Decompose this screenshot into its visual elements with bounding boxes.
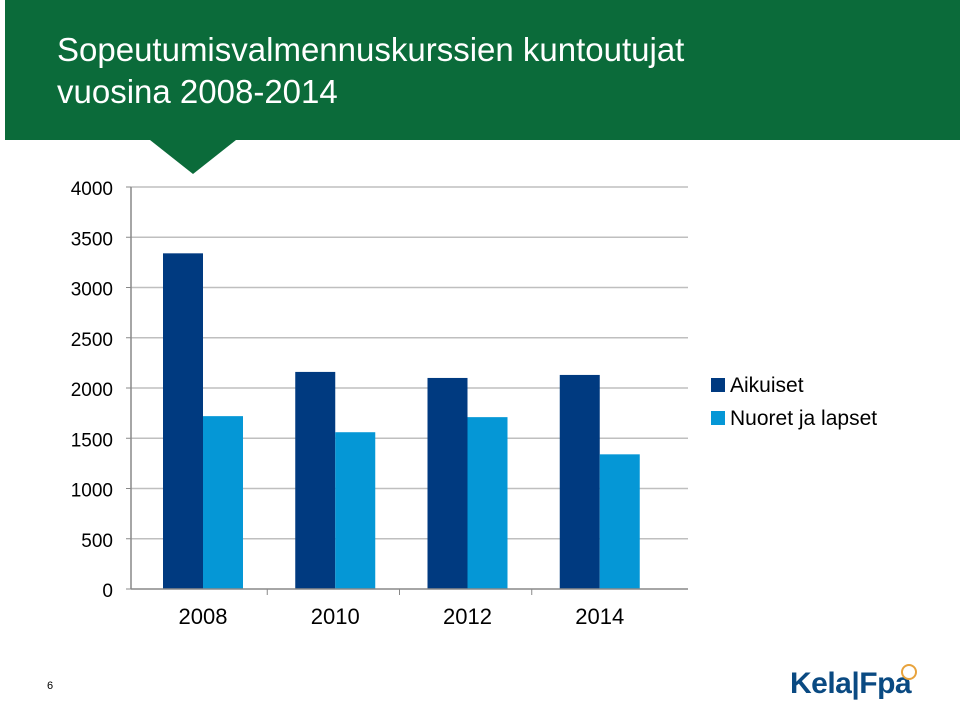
x-tick-label: 2008 [179,604,228,629]
y-tick-label: 1500 [71,430,113,451]
banner-pointer [150,140,236,174]
bar-2012-series-1 [427,377,468,589]
logo-text: Kela|Fpa [790,667,912,700]
bar-2012-series-2 [467,417,508,589]
bar-2008-series-1 [163,253,203,589]
legend-label: Nuoret ja lapset [730,407,877,430]
bar-2014-series-1 [559,374,600,589]
x-tick-label: 2010 [311,604,360,629]
legend-swatch [711,378,725,392]
x-tick-label: 2012 [443,604,492,629]
legend-swatch [711,411,725,425]
y-tick-label: 1000 [71,481,113,502]
y-tick-label: 2000 [71,380,113,401]
bar-2008-series-2 [203,416,243,589]
legend-label: Aikuiset [730,374,804,397]
x-tick-label: 2014 [575,604,624,629]
bar-2014-series-2 [599,454,640,589]
logo-badge-icon [901,664,917,680]
y-tick-label: 2500 [71,330,113,351]
bar-2010-series-1 [295,371,336,589]
chart-title-line-1: Sopeutumisvalmennuskurssien kuntoutujat [57,31,685,68]
page-number: 6 [47,680,54,692]
chart-title-line-2: vuosina 2008-2014 [57,73,338,110]
y-tick-label: 0 [102,581,113,602]
y-tick-label: 4000 [71,179,113,200]
bar-2010-series-2 [335,432,376,589]
axes: 0 500 1000 1500 2000 2500 3000 3500 4000 2008 2010… [71,179,688,629]
y-tick-label: 500 [81,531,113,552]
title-banner: Sopeutumisvalmennuskurssien kuntoutujat … [5,0,960,140]
legend: Aikuiset Nuoret ja lapset [711,374,877,430]
y-tick-label: 3000 [71,280,113,301]
y-tick-label: 3500 [71,229,113,250]
bars [163,253,640,589]
kela-fpa-logo: Kela|Fpa [790,664,917,704]
